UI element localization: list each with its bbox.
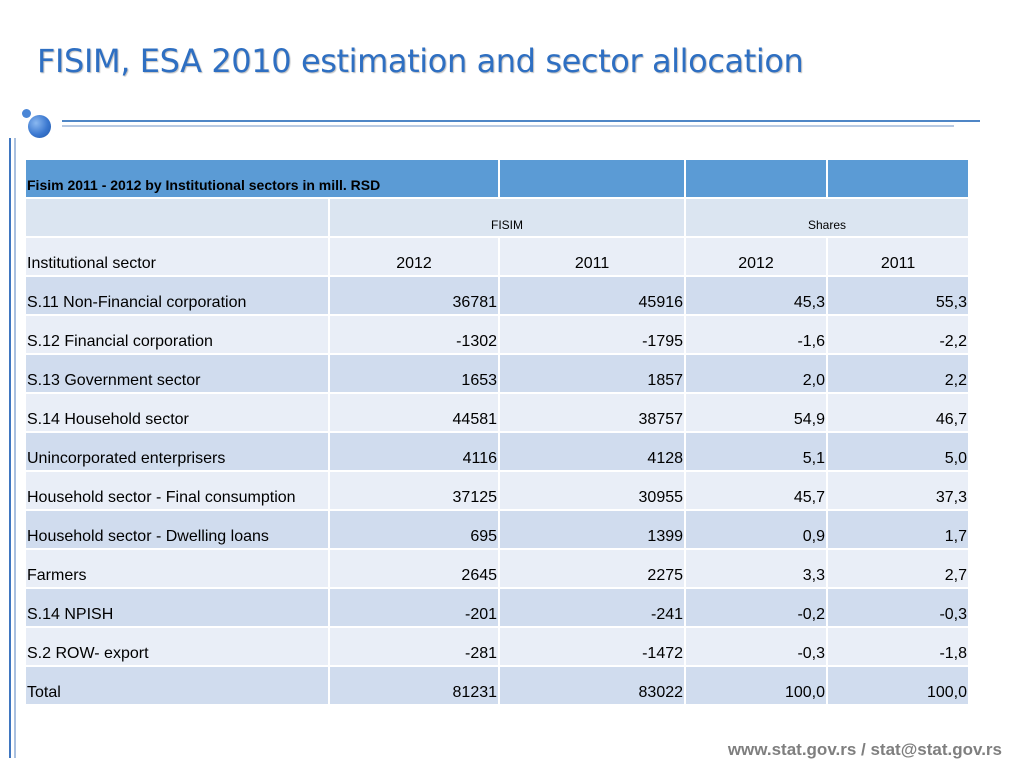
- group-header-fisim: FISIM: [327, 197, 687, 238]
- table-row: S.11 Non-Financial corporation 36781 45916…: [24, 275, 971, 316]
- value-cell: 45,7: [684, 470, 829, 511]
- footer-contact: www.stat.gov.rs / stat@stat.gov.rs: [727, 740, 1002, 759]
- value-cell: 54,9: [684, 392, 829, 433]
- value-cell: 37,3: [826, 470, 971, 511]
- group-header-row: FISIM Shares: [24, 197, 971, 238]
- title-underline-secondary: [62, 125, 954, 127]
- sector-cell: S.14 NPISH: [24, 587, 330, 628]
- value-cell: 1399: [498, 509, 687, 550]
- value-cell: 45916: [498, 275, 687, 316]
- value-cell: -0,2: [684, 587, 829, 628]
- value-cell: 38757: [498, 392, 687, 433]
- sector-cell: S.12 Financial corporation: [24, 314, 330, 355]
- table-row: Household sector - Final consumption 3712…: [24, 470, 971, 511]
- sector-cell: Farmers: [24, 548, 330, 589]
- value-cell: -1472: [498, 626, 687, 667]
- table-row: S.12 Financial corporation -1302 -1795 -1,6…: [24, 314, 971, 355]
- value-cell: 1653: [327, 353, 501, 394]
- slide-title: FISIM, ESA 2010 estimation and sector al…: [37, 42, 804, 80]
- group-header-empty: [24, 197, 330, 238]
- table-body: S.11 Non-Financial corporation 36781 45916…: [24, 275, 971, 706]
- column-header: 2011: [498, 236, 687, 277]
- value-cell: 3,3: [684, 548, 829, 589]
- title-underline-primary: [62, 120, 980, 122]
- value-cell: -1795: [498, 314, 687, 355]
- decorative-dot-small: [22, 109, 31, 118]
- table-row: Farmers 2645 2275 3,3 2,7: [24, 548, 971, 589]
- table-caption-cell: Fisim 2011 - 2012 by Institutional secto…: [23, 158, 501, 199]
- table-row: Total 81231 83022 100,0 100,0: [24, 665, 971, 706]
- table-caption: Fisim 2011 - 2012 by Institutional secto…: [27, 177, 381, 193]
- sector-cell: S.11 Non-Financial corporation: [24, 275, 330, 316]
- column-header-row: Institutional sector 2012 2011 2012 2011: [24, 236, 971, 277]
- value-cell: 100,0: [826, 665, 971, 706]
- sector-cell: Household sector - Final consumption: [24, 470, 330, 511]
- sector-cell: S.14 Household sector: [24, 392, 330, 433]
- value-cell: -0,3: [684, 626, 829, 667]
- value-cell: 46,7: [826, 392, 971, 433]
- table-row: Unincorporated enterprisers 4116 4128 5,1 5,…: [24, 431, 971, 472]
- table-caption-row: Fisim 2011 - 2012 by Institutional secto…: [23, 158, 971, 199]
- value-cell: 0,9: [684, 509, 829, 550]
- value-cell: -1,6: [684, 314, 829, 355]
- value-cell: 45,3: [684, 275, 829, 316]
- table-row: Household sector - Dwelling loans 695 1399…: [24, 509, 971, 550]
- value-cell: 2,0: [684, 353, 829, 394]
- header-empty-cell: [826, 158, 971, 199]
- header-empty-cell: [684, 158, 829, 199]
- value-cell: 100,0: [684, 665, 829, 706]
- value-cell: 30955: [498, 470, 687, 511]
- table-row: S.2 ROW- export -281 -1472 -0,3 -1,8: [24, 626, 971, 667]
- value-cell: 1,7: [826, 509, 971, 550]
- value-cell: 1857: [498, 353, 687, 394]
- table-row: S.14 Household sector 44581 38757 54,9 46,7: [24, 392, 971, 433]
- value-cell: 2,2: [826, 353, 971, 394]
- column-header: 2012: [684, 236, 829, 277]
- value-cell: 36781: [327, 275, 501, 316]
- fisim-table: Fisim 2011 - 2012 by Institutional secto…: [23, 158, 971, 706]
- value-cell: -281: [327, 626, 501, 667]
- value-cell: -241: [498, 587, 687, 628]
- value-cell: 695: [327, 509, 501, 550]
- value-cell: 4128: [498, 431, 687, 472]
- value-cell: -201: [327, 587, 501, 628]
- value-cell: 5,0: [826, 431, 971, 472]
- value-cell: 2,7: [826, 548, 971, 589]
- sector-cell: S.13 Government sector: [24, 353, 330, 394]
- header-empty-cell: [498, 158, 687, 199]
- column-header: 2011: [826, 236, 971, 277]
- value-cell: 55,3: [826, 275, 971, 316]
- value-cell: 37125: [327, 470, 501, 511]
- left-border-line-primary: [9, 138, 11, 758]
- column-header: 2012: [327, 236, 501, 277]
- value-cell: 2645: [327, 548, 501, 589]
- value-cell: 81231: [327, 665, 501, 706]
- value-cell: 4116: [327, 431, 501, 472]
- value-cell: -2,2: [826, 314, 971, 355]
- value-cell: 83022: [498, 665, 687, 706]
- value-cell: 5,1: [684, 431, 829, 472]
- value-cell: 2275: [498, 548, 687, 589]
- sector-cell: S.2 ROW- export: [24, 626, 330, 667]
- sector-cell: Total: [24, 665, 330, 706]
- value-cell: -0,3: [826, 587, 971, 628]
- value-cell: 44581: [327, 392, 501, 433]
- column-header: Institutional sector: [24, 236, 330, 277]
- sector-cell: Household sector - Dwelling loans: [24, 509, 330, 550]
- group-header-shares: Shares: [684, 197, 971, 238]
- left-border-line-secondary: [14, 138, 16, 758]
- table-row: S.14 NPISH -201 -241 -0,2 -0,3: [24, 587, 971, 628]
- table-row: S.13 Government sector 1653 1857 2,0 2,2: [24, 353, 971, 394]
- value-cell: -1302: [327, 314, 501, 355]
- sector-cell: Unincorporated enterprisers: [24, 431, 330, 472]
- decorative-dot-large: [28, 115, 51, 138]
- value-cell: -1,8: [826, 626, 971, 667]
